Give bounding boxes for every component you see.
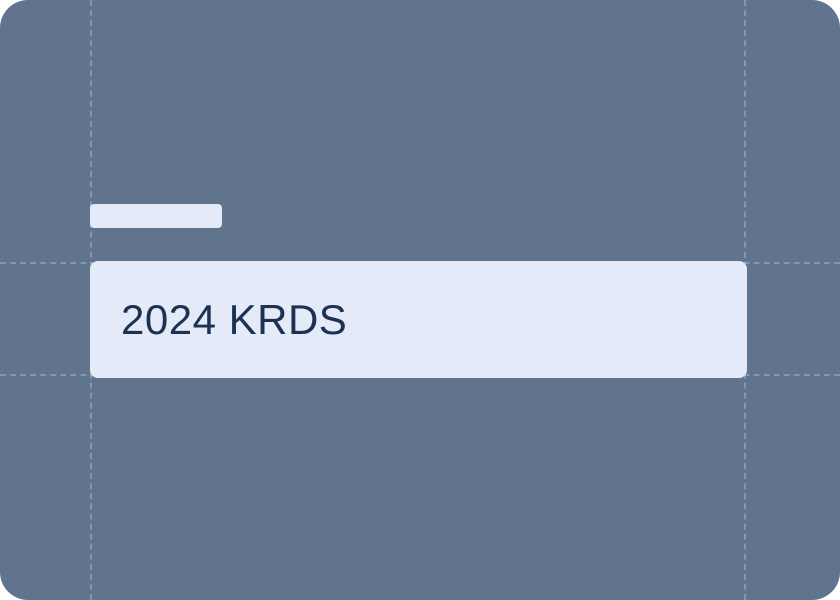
field-label-placeholder <box>90 204 222 228</box>
input-value: 2024 KRDS <box>121 295 348 343</box>
text-input-field[interactable]: 2024 KRDS <box>90 261 747 378</box>
